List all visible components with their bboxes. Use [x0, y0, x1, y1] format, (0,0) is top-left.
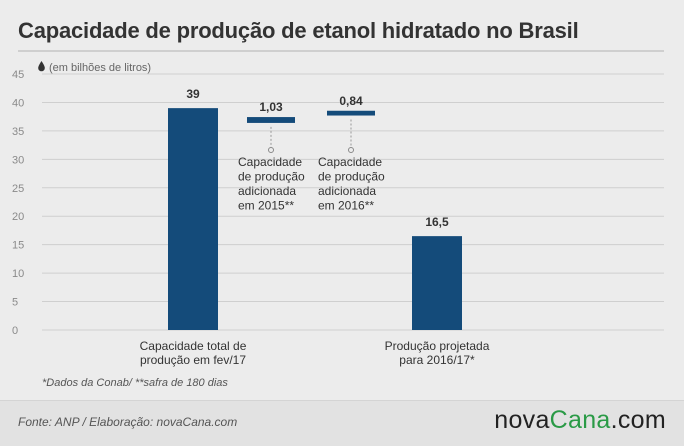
x-category-label: produção em fev/17	[140, 353, 246, 367]
bar-chart: 0 5 10 15 20 25 30 35 40 45 (em bilhões de litros…	[12, 61, 664, 367]
increment-note: em 2016**	[318, 199, 374, 213]
y-tick-label: 10	[12, 268, 24, 280]
x-category-label: para 2016/17*	[399, 353, 475, 367]
y-tick-label: 40	[12, 97, 24, 109]
y-tick-label: 0	[12, 325, 18, 337]
y-tick-label: 45	[12, 69, 24, 81]
footnote: *Dados da Conab/ **safra de 180 dias	[42, 377, 228, 389]
brand-part-2: Cana	[549, 406, 611, 434]
y-axis-ticks: 0 5 10 15 20 25 30 35 40 45	[12, 69, 24, 337]
leader-dot	[348, 147, 354, 153]
leader-dot	[268, 147, 274, 153]
increment-value-label: 1,03	[259, 100, 283, 114]
unit-label: (em bilhões de litros)	[49, 62, 151, 74]
increment-bar	[327, 110, 375, 116]
drop-icon	[38, 61, 45, 72]
bar-value-label: 39	[186, 87, 200, 101]
increment-note: Capacidade	[238, 155, 302, 169]
y-tick-label: 15	[12, 240, 24, 252]
y-tick-label: 5	[12, 297, 18, 309]
increment-note: adicionada	[318, 184, 376, 198]
increment-bar	[247, 117, 295, 123]
grid-lines	[42, 73, 664, 331]
brand-part-1: nova	[494, 406, 550, 434]
title-divider	[18, 50, 664, 52]
increment-note: adicionada	[238, 184, 296, 198]
increment-note: de produção	[318, 170, 385, 184]
x-category-label: Capacidade total de	[140, 339, 247, 353]
increment-note: Capacidade	[318, 155, 382, 169]
y-tick-label: 35	[12, 126, 24, 138]
bar	[168, 108, 218, 330]
increment-note: de produção	[238, 170, 305, 184]
bar-value-label: 16,5	[425, 215, 449, 229]
x-category-label: Produção projetada	[385, 339, 490, 353]
footer: Fonte: ANP / Elaboração: novaCana.com no…	[0, 400, 684, 446]
brand-logo: novaCana.com	[494, 406, 666, 435]
y-tick-label: 30	[12, 154, 24, 166]
source-text: Fonte: ANP / Elaboração: novaCana.com	[18, 415, 238, 429]
bar	[412, 236, 462, 330]
unit-label-group: (em bilhões de litros)	[38, 61, 151, 74]
chart-title: Capacidade de produção de etanol hidrata…	[18, 18, 579, 43]
increment-value-label: 0,84	[339, 94, 363, 108]
y-tick-label: 25	[12, 183, 24, 195]
increment-note: em 2015**	[238, 199, 294, 213]
y-tick-label: 20	[12, 211, 24, 223]
brand-part-3: .com	[610, 406, 666, 434]
